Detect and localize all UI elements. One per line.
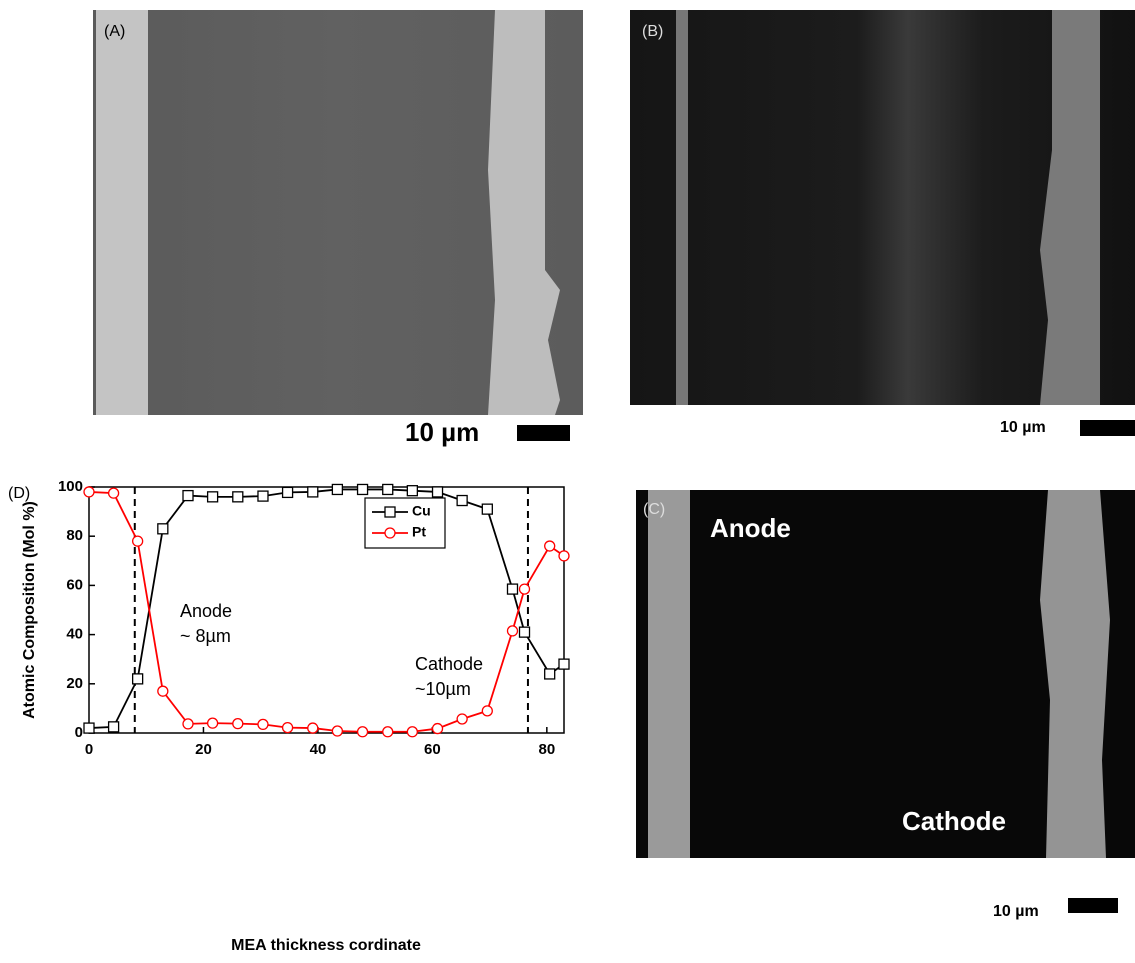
data-point	[407, 727, 417, 737]
legend-box	[365, 498, 445, 548]
y-tick-label: 0	[75, 724, 83, 741]
data-point	[433, 487, 443, 497]
annotation: Cathode	[415, 654, 483, 674]
data-point	[358, 727, 368, 737]
catalyst-layer	[648, 490, 690, 858]
data-point	[545, 669, 555, 679]
data-point	[233, 492, 243, 502]
panel-label: (D)	[8, 485, 30, 502]
data-point	[208, 718, 218, 728]
annotation: Anode	[180, 601, 232, 621]
y-tick-label: 20	[66, 675, 83, 692]
data-point	[559, 551, 569, 561]
data-point	[457, 496, 467, 506]
cathode-label: Cathode	[902, 806, 1006, 836]
data-point	[559, 659, 569, 669]
panel-a: (A) 10 µm	[93, 10, 583, 447]
data-point	[482, 706, 492, 716]
legend-marker	[385, 528, 395, 538]
x-axis-title: MEA thickness cordinate	[231, 937, 421, 954]
data-point	[482, 504, 492, 514]
annotation: ~ 8µm	[180, 626, 231, 646]
data-point	[158, 686, 168, 696]
data-point	[520, 627, 530, 637]
panel-label: (B)	[642, 23, 663, 40]
y-tick-label: 80	[66, 527, 83, 544]
data-point	[358, 484, 368, 494]
data-point	[283, 487, 293, 497]
data-point	[84, 487, 94, 497]
scale-bar	[1068, 898, 1118, 913]
data-point	[109, 722, 119, 732]
data-point	[407, 486, 417, 496]
data-point	[332, 484, 342, 494]
y-tick-label: 100	[58, 478, 83, 495]
data-point	[208, 492, 218, 502]
legend-label: Cu	[412, 503, 431, 519]
data-point	[258, 719, 268, 729]
data-point	[507, 584, 517, 594]
panel-b: (B) 10 µm	[630, 10, 1135, 436]
figure: (A) 10 µm (B) 10 µm (C) Anode Cathode 10…	[0, 0, 1135, 958]
catalyst-layer	[1040, 490, 1110, 858]
anode-label: Anode	[710, 513, 791, 543]
data-point	[308, 723, 318, 733]
data-point	[84, 723, 94, 733]
scale-label: 10 µm	[405, 417, 479, 447]
data-point	[133, 674, 143, 684]
x-tick-label: 20	[195, 741, 212, 758]
legend-marker	[385, 507, 395, 517]
x-tick-label: 80	[538, 741, 555, 758]
scale-label: 10 µm	[1000, 419, 1046, 436]
data-point	[433, 724, 443, 734]
x-tick-label: 60	[424, 741, 441, 758]
data-point	[308, 487, 318, 497]
y-tick-label: 60	[66, 576, 83, 593]
data-point	[158, 524, 168, 534]
legend-label: Pt	[412, 524, 426, 540]
catalyst-layer	[676, 10, 688, 405]
data-point	[545, 541, 555, 551]
chart: (D) MEA thickness cordinate Atomic Compo…	[8, 478, 569, 954]
panel-c: (C) Anode Cathode 10 µm	[636, 490, 1135, 920]
data-point	[457, 714, 467, 724]
panel-label: (A)	[104, 23, 125, 40]
scale-bar	[517, 425, 570, 441]
annotation: ~10µm	[415, 679, 471, 699]
scale-label: 10 µm	[993, 903, 1039, 920]
data-point	[383, 484, 393, 494]
data-point	[283, 723, 293, 733]
x-tick-label: 40	[310, 741, 327, 758]
x-tick-label: 0	[85, 741, 93, 758]
catalyst-layer	[96, 10, 148, 415]
data-point	[507, 626, 517, 636]
data-point	[183, 491, 193, 501]
data-point	[258, 491, 268, 501]
panel-label: (C)	[643, 501, 665, 518]
y-tick-label: 40	[66, 626, 83, 643]
data-point	[109, 488, 119, 498]
data-point	[183, 719, 193, 729]
y-axis-title: Atomic Composition (Mol %)	[21, 501, 38, 719]
data-point	[133, 536, 143, 546]
data-point	[383, 727, 393, 737]
data-point	[332, 726, 342, 736]
scale-bar	[1080, 420, 1135, 436]
data-point	[520, 584, 530, 594]
data-point	[233, 719, 243, 729]
